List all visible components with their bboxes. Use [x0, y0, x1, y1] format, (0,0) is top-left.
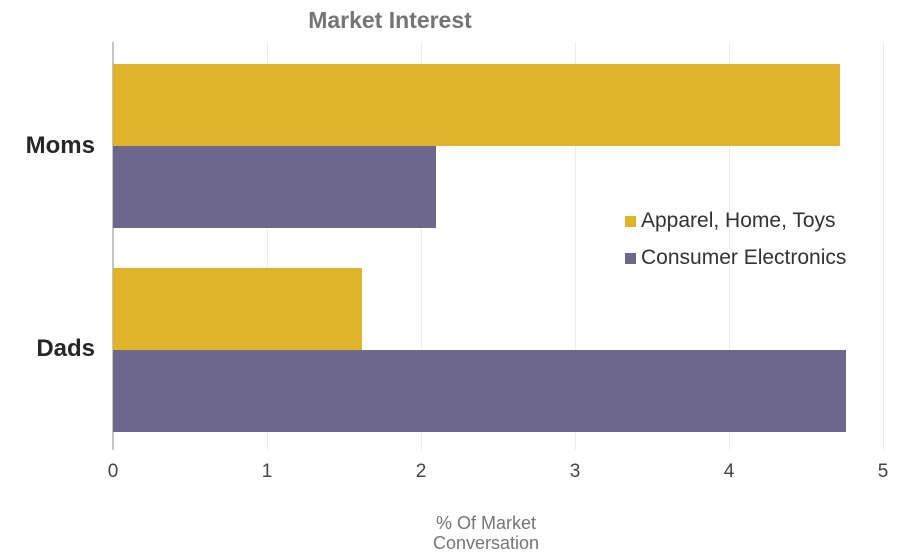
bar-dads-apparel-home-toys [113, 268, 363, 350]
gridline [267, 42, 268, 450]
gridline [729, 42, 730, 450]
legend-marker-icon [625, 252, 636, 264]
legend: Apparel, Home, Toys Consumer Electronics [625, 208, 846, 282]
bar-dads-consumer-electronics [113, 350, 847, 432]
legend-item-apparel-home-toys: Apparel, Home, Toys [625, 208, 846, 234]
plot-area [112, 42, 884, 450]
x-axis-title: % Of Market Conversation [432, 513, 540, 553]
x-tick-label: 5 [877, 461, 889, 482]
legend-label: Consumer Electronics [641, 246, 847, 269]
category-label-moms: Moms [25, 132, 95, 159]
x-tick-label: 3 [569, 461, 581, 482]
x-tick-label: 1 [261, 461, 273, 482]
category-label-dads: Dads [36, 335, 95, 362]
chart-title: Market Interest [308, 7, 472, 33]
x-tick-label: 0 [107, 461, 119, 482]
x-tick-label: 2 [415, 461, 427, 482]
gridline [883, 42, 884, 450]
gridline [575, 42, 576, 450]
baseline [112, 42, 114, 450]
bar-moms-apparel-home-toys [113, 64, 840, 146]
bar-moms-consumer-electronics [113, 146, 437, 228]
x-axis-ticks: 0 1 2 3 4 5 [108, 461, 889, 483]
legend-item-consumer-electronics: Consumer Electronics [625, 245, 846, 271]
x-tick-label: 4 [723, 461, 735, 482]
legend-marker-icon [625, 215, 636, 227]
gridline [421, 42, 422, 450]
legend-label: Apparel, Home, Toys [641, 209, 836, 232]
